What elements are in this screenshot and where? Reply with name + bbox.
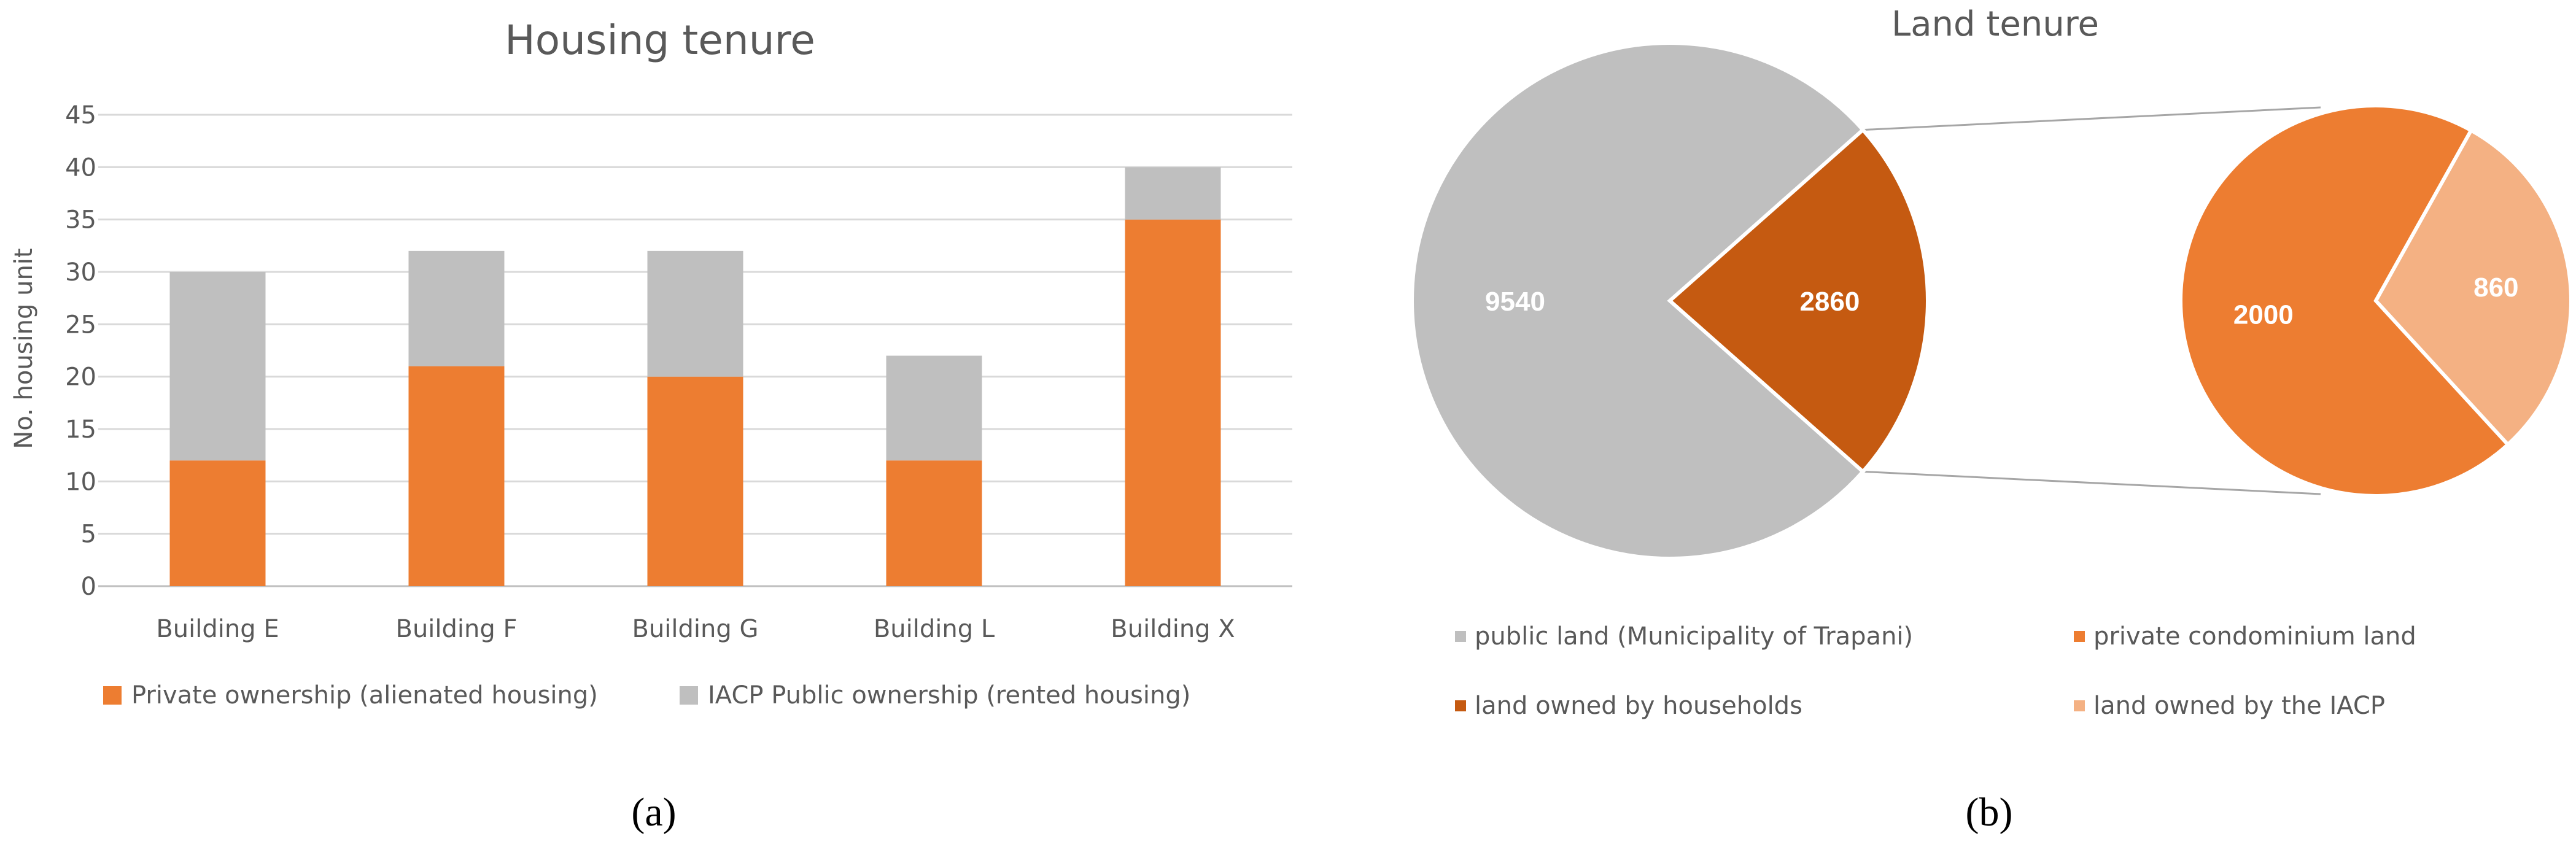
bar-legend: Private ownership (alienated housing) IA… bbox=[103, 681, 1190, 710]
connector-line-top bbox=[1863, 106, 2321, 131]
bar-iacp-public-ownership bbox=[1125, 167, 1221, 220]
x-tick-label: Building L bbox=[874, 615, 995, 643]
legend-swatch-public-land bbox=[1455, 631, 1466, 642]
legend-swatch-iacp-land bbox=[2074, 700, 2085, 711]
bar-iacp-public-ownership bbox=[647, 250, 743, 377]
legend-label-private: Private ownership (alienated housing) bbox=[131, 681, 598, 710]
legend-label-iacp-land: land owned by the IACP bbox=[2093, 692, 2385, 720]
bar-chart: Housing tenure No. housing unit 0 5 10 15 20… bbox=[10, 17, 1292, 835]
bar-private-ownership bbox=[1125, 219, 1221, 587]
bar-private-ownership bbox=[408, 366, 505, 586]
pie-slice-iacp-land bbox=[2373, 128, 2574, 447]
bar-private-ownership bbox=[886, 460, 982, 586]
x-tick-label: Building E bbox=[156, 615, 279, 643]
secondary-pie bbox=[2179, 104, 2574, 498]
slice-label-iacp-land: 860 bbox=[2473, 273, 2518, 303]
bar-marks bbox=[169, 167, 1221, 587]
legend-label-households: land owned by households bbox=[1475, 692, 1802, 720]
pie-slice-households bbox=[1667, 127, 1930, 474]
legend-swatch-private bbox=[103, 686, 122, 705]
bar-private-ownership bbox=[169, 460, 266, 586]
pie-connector-lines bbox=[1863, 106, 2321, 495]
panel-label-a: (a) bbox=[631, 790, 676, 835]
slice-label-households: 2860 bbox=[1799, 287, 1860, 317]
pie-chart: Land tenure 9540 2860 2000 860 public land … bbox=[1410, 4, 2574, 835]
x-axis-ticks: Building E Building F Building G Building L… bbox=[156, 615, 1235, 643]
bar-chart-title: Housing tenure bbox=[505, 17, 815, 64]
pie-chart-title: Land tenure bbox=[1891, 4, 2099, 44]
legend-swatch-iacp bbox=[680, 686, 698, 705]
pie-slice-labels: 9540 2860 2000 860 bbox=[1485, 273, 2518, 330]
y-axis-label: No. housing unit bbox=[10, 248, 38, 449]
y-tick-label: 15 bbox=[65, 416, 96, 444]
connector-line-bottom bbox=[1863, 470, 2321, 495]
y-tick-label: 5 bbox=[81, 520, 96, 549]
y-tick-label: 25 bbox=[65, 311, 96, 339]
bar-iacp-public-ownership bbox=[408, 250, 505, 366]
legend-label-iacp: IACP Public ownership (rented housing) bbox=[708, 681, 1190, 710]
legend-label-public-land: public land (Municipality of Trapani) bbox=[1475, 622, 1913, 651]
y-tick-label: 0 bbox=[81, 573, 96, 601]
x-tick-label: Building X bbox=[1111, 615, 1235, 643]
y-axis-ticks: 0 5 10 15 20 25 30 35 40 45 bbox=[65, 101, 96, 601]
x-tick-label: Building F bbox=[396, 615, 518, 643]
panel-label-b: (b) bbox=[1966, 790, 2013, 835]
main-pie bbox=[1410, 41, 1930, 560]
pie-legend: public land (Municipality of Trapani) pr… bbox=[1455, 622, 2416, 720]
pie-slice-public-land bbox=[1410, 41, 1866, 560]
slice-label-private-condominium: 2000 bbox=[2233, 300, 2294, 330]
y-tick-label: 35 bbox=[65, 206, 96, 234]
bar-iacp-public-ownership bbox=[169, 272, 266, 461]
bar-iacp-public-ownership bbox=[886, 355, 982, 461]
x-tick-label: Building G bbox=[632, 615, 759, 643]
legend-swatch-private-condominium bbox=[2074, 631, 2085, 642]
y-tick-label: 10 bbox=[65, 468, 96, 496]
pie-slice-private-condominium bbox=[2179, 104, 2511, 498]
y-tick-label: 30 bbox=[65, 258, 96, 287]
slice-label-public-land: 9540 bbox=[1485, 287, 1545, 317]
legend-label-private-condominium: private condominium land bbox=[2093, 622, 2416, 651]
legend-swatch-households bbox=[1455, 700, 1466, 711]
y-tick-label: 20 bbox=[65, 363, 96, 392]
y-tick-label: 40 bbox=[65, 153, 96, 182]
y-tick-label: 45 bbox=[65, 101, 96, 130]
bar-private-ownership bbox=[647, 376, 743, 586]
